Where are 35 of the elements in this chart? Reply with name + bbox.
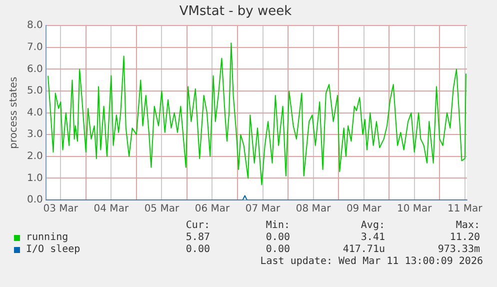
text: Cur:: [184, 220, 210, 231]
x-tick-label: 03 Mar: [43, 204, 79, 215]
legend-label: running: [26, 232, 68, 243]
x-tick-label: 09 Mar: [346, 204, 382, 215]
text: 3.41: [360, 232, 385, 243]
y-tick-label: 0.0: [26, 194, 43, 206]
text: 973.33m: [436, 244, 480, 255]
x-tick-label: 08 Mar: [296, 204, 332, 215]
legend-label: I/O sleep: [26, 244, 80, 255]
chart-title: VMstat - by week: [179, 4, 292, 20]
y-tick-label: 8.0: [26, 20, 43, 32]
x-tick-label: 11 Mar: [448, 204, 484, 215]
y-tick-label: 5.0: [26, 86, 43, 97]
y-tick-label: 4.0: [26, 107, 43, 118]
y-tick-label: 7.0: [26, 42, 43, 53]
y-axis-title: process states: [8, 76, 20, 149]
y-tick-label: 2.0: [26, 150, 43, 162]
x-tick-label: 04 Mar: [94, 204, 130, 215]
text: Max:: [454, 220, 480, 231]
x-tick-label: 05 Mar: [144, 204, 180, 215]
x-tick-label: 06 Mar: [194, 204, 231, 215]
text: 11.20: [448, 232, 480, 243]
text: Avg:: [360, 220, 385, 231]
text: 0.00: [184, 244, 210, 255]
y-tick-label: 1.0: [26, 172, 43, 184]
text: 5.87: [184, 232, 210, 243]
x-tick-label: 07 Mar: [245, 204, 282, 215]
text: 0.00: [264, 232, 290, 243]
y-tick-label: 6.0: [26, 64, 43, 75]
text: Min:: [264, 220, 290, 231]
text: Last update: Wed Mar 11 13:00:09 2026: [260, 256, 483, 267]
x-tick-label: 10 Mar: [396, 204, 433, 215]
text: 417.71u: [342, 244, 385, 255]
y-tick-label: 3.0: [26, 129, 43, 140]
text: 0.00: [264, 244, 290, 255]
